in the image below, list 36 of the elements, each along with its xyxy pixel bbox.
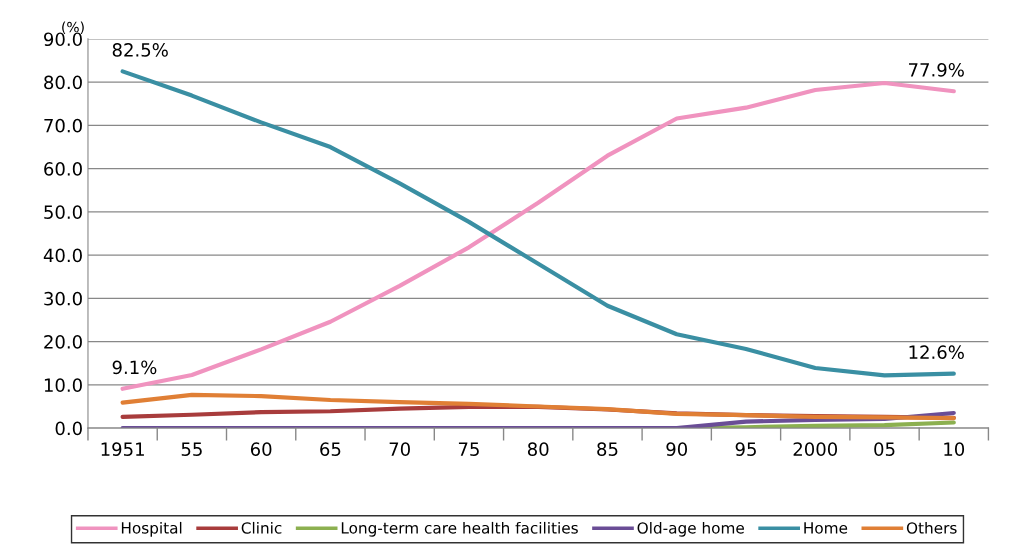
legend-label: Hospital — [121, 521, 182, 537]
y-tick-label: 90.0 — [44, 32, 82, 47]
x-tick-label: 80 — [527, 442, 549, 456]
line-series — [120, 392, 956, 421]
x-tick-label: 75 — [458, 442, 479, 456]
x-tick-label: 90 — [666, 442, 688, 456]
legend-label: Old-age home — [637, 521, 744, 537]
x-tick-label: 95 — [735, 442, 756, 456]
y-tick-label: 70.0 — [44, 118, 82, 133]
x-tick-label: 60 — [250, 442, 272, 456]
legend-label: Clinic — [241, 521, 282, 534]
y-tick-label: 20.0 — [44, 335, 82, 349]
x-tick-label: 70 — [389, 442, 410, 456]
legend-label: Others — [906, 521, 957, 534]
y-tick-label: 40.0 — [43, 248, 82, 263]
x-tick-label: 1951 — [101, 442, 144, 456]
y-tick-label: 60.0 — [44, 162, 82, 176]
x-tick-label: 55 — [181, 442, 202, 456]
legend-label: Long-term care health facilities — [341, 521, 578, 537]
y-tick-label: 0.0 — [55, 421, 82, 436]
x-tick-label: 85 — [597, 442, 618, 456]
y-tick-label: 10.0 — [44, 378, 82, 392]
annotation: 12.6% — [909, 345, 964, 360]
annotation: 77.9% — [909, 62, 964, 77]
legend-label: Home — [804, 522, 848, 534]
x-tick-label: 2000 — [793, 442, 838, 456]
x-tick-label: 05 — [874, 442, 895, 456]
annotation: 9.1% — [112, 360, 157, 375]
y-tick-label: 50.0 — [44, 205, 82, 220]
y-axis-title: (%) — [62, 21, 84, 34]
line-series — [120, 410, 956, 429]
x-tick-label: 10 — [944, 442, 965, 456]
x-tick-label: 65 — [320, 442, 341, 456]
annotation: 82.5% — [112, 43, 168, 57]
y-tick-label: 30.0 — [44, 291, 82, 306]
y-tick-label: 80.0 — [44, 75, 82, 90]
